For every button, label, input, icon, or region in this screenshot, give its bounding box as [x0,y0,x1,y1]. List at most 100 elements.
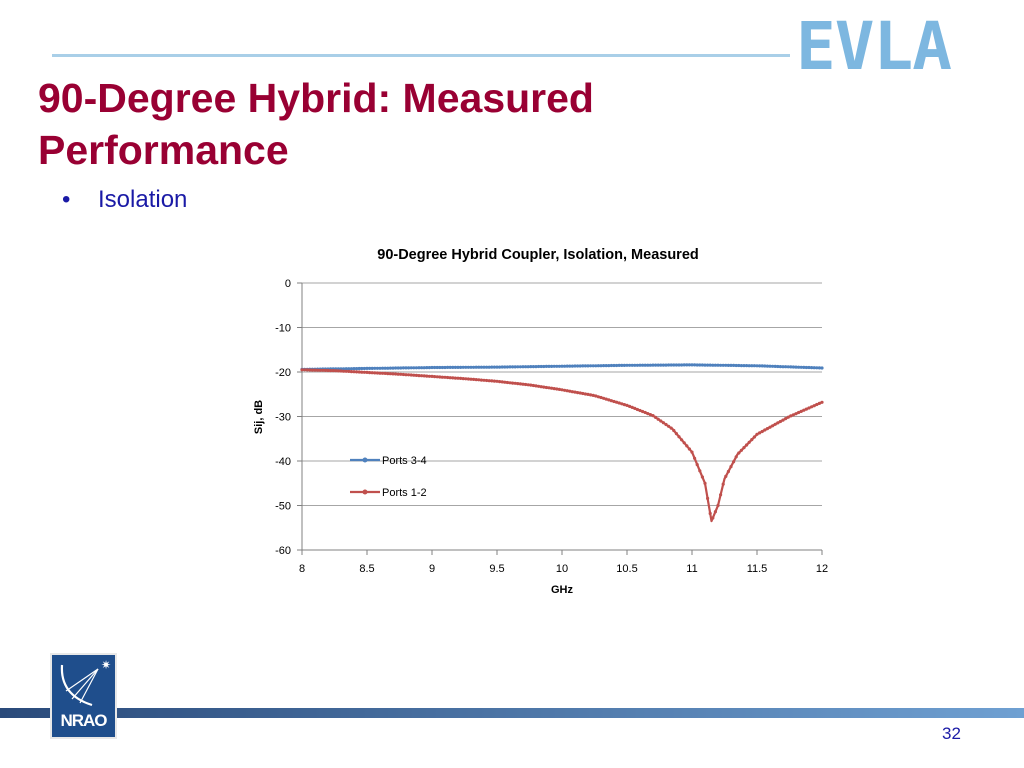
data-point [669,363,673,367]
data-point [695,463,699,467]
x-tick-label: 10.5 [616,563,637,575]
data-point [719,363,723,367]
data-point [711,516,715,520]
data-point [477,365,481,369]
data-point [659,363,663,367]
data-point [654,363,658,367]
data-point [724,474,728,478]
data-point [758,431,762,435]
slide-title: 90-Degree Hybrid: Measured Performance [38,72,738,176]
data-point [609,363,613,368]
data-point [713,363,717,367]
data-point [742,446,746,450]
data-point [412,366,416,370]
data-point [342,367,346,371]
data-point [373,366,377,370]
data-point [643,363,647,367]
data-point [677,435,681,439]
data-point [407,373,411,377]
data-point [396,366,400,370]
data-point [537,384,541,388]
data-point [539,364,543,369]
data-point [490,365,494,369]
data-point [810,366,814,370]
data-point [394,366,398,370]
data-point [661,421,665,425]
data-point [326,368,330,373]
data-point [802,408,806,412]
data-point [635,363,639,367]
data-point [693,456,697,460]
data-point [435,365,439,370]
data-point [591,364,595,368]
data-point [698,469,702,473]
data-point [531,383,535,388]
data-point [336,369,340,373]
data-point [331,369,335,373]
data-point [563,388,567,392]
data-point [487,365,491,369]
data-point [401,372,405,377]
data-point [495,379,499,383]
data-point [440,365,444,370]
data-point [716,363,720,367]
data-point [446,375,450,380]
data-point [542,364,546,369]
data-point [417,366,421,370]
data-point [581,391,585,396]
data-point [321,368,325,372]
data-point [505,380,509,385]
data-point [669,426,673,430]
data-point [789,365,793,369]
data-point [633,406,637,410]
data-point [508,365,512,369]
data-point [799,365,803,369]
data-point [347,369,351,373]
data-point [648,413,652,417]
data-point [565,389,569,393]
data-point [656,417,660,421]
data-point [378,371,382,375]
data-point [474,378,478,382]
data-point [602,364,606,368]
data-point [680,438,684,442]
data-point [352,370,356,374]
data-point [638,408,642,413]
x-tick-label: 9.5 [489,563,504,575]
data-point [404,366,408,370]
data-point [492,379,496,383]
data-point [318,368,322,372]
data-point [716,503,720,508]
svg-text:✷: ✷ [101,658,111,672]
data-point [791,413,796,417]
data-point [537,364,541,369]
data-point [680,363,684,367]
data-point [745,364,749,368]
data-point [568,364,572,368]
data-point [820,366,824,370]
data-point [425,374,429,378]
y-tick-label: -40 [275,456,291,468]
data-point [742,364,746,368]
data-point [555,364,559,368]
data-point [438,365,442,370]
data-point [550,364,554,368]
data-point [711,363,715,367]
data-point [357,366,361,371]
data-point [685,444,689,448]
data-point [604,397,608,401]
data-point [479,378,483,382]
data-point [750,364,754,368]
data-point [310,368,314,372]
data-point [659,419,663,423]
data-point [368,366,372,370]
data-point [479,365,483,369]
data-point [438,375,442,379]
data-point [534,365,538,369]
data-point [386,366,390,370]
data-point [771,364,775,368]
data-point [500,365,504,369]
data-point [360,370,364,374]
data-point [630,363,634,367]
data-point [420,374,424,378]
